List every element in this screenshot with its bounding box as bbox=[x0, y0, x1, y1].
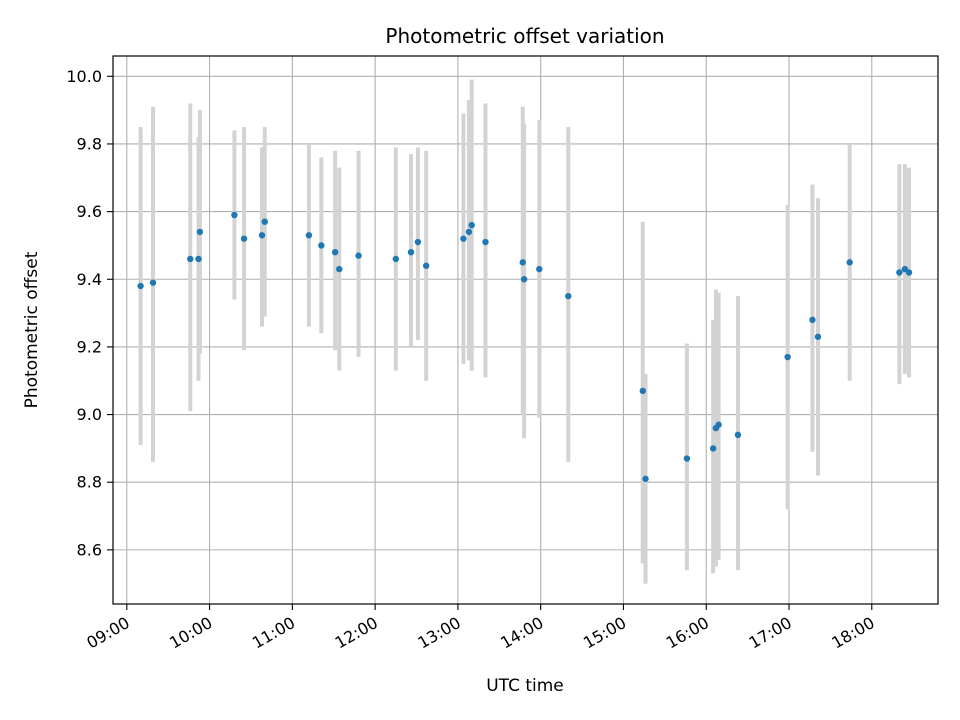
data-point bbox=[261, 218, 268, 225]
y-tick-label: 8.6 bbox=[77, 540, 102, 559]
y-axis-ticks: 8.6 8.8 9.0 9.2 9.4 9.6 9.8 10.0 bbox=[66, 67, 113, 559]
data-point bbox=[392, 255, 400, 263]
data-point bbox=[187, 255, 194, 263]
data-point bbox=[137, 282, 144, 290]
y-tick-label: 9.2 bbox=[77, 337, 102, 356]
data-point bbox=[355, 252, 362, 259]
data-point bbox=[846, 259, 853, 266]
data-point bbox=[709, 445, 717, 452]
data-point bbox=[305, 232, 313, 239]
data-point bbox=[460, 235, 467, 242]
data-point bbox=[814, 333, 822, 340]
data-point bbox=[422, 262, 430, 269]
x-axis-label: UTC time bbox=[486, 676, 564, 696]
y-tick-label: 9.6 bbox=[77, 202, 102, 221]
data-point bbox=[258, 232, 266, 239]
data-point bbox=[465, 228, 473, 236]
data-point bbox=[642, 475, 649, 483]
data-point bbox=[520, 276, 528, 283]
data-point bbox=[715, 421, 722, 428]
data-point bbox=[414, 238, 422, 246]
data-point bbox=[536, 265, 543, 273]
y-tick-label: 8.8 bbox=[77, 473, 102, 492]
data-point bbox=[482, 238, 489, 246]
data-point bbox=[336, 265, 343, 273]
data-point bbox=[231, 211, 238, 219]
y-tick-label: 10.0 bbox=[66, 67, 102, 86]
data-point bbox=[519, 259, 526, 266]
data-point bbox=[565, 292, 572, 300]
data-point bbox=[196, 228, 204, 236]
y-tick-label: 9.0 bbox=[77, 405, 102, 424]
data-point bbox=[639, 387, 646, 395]
chart-title: Photometric offset variation bbox=[385, 24, 664, 48]
data-point bbox=[331, 248, 339, 256]
data-point bbox=[896, 269, 903, 276]
data-point bbox=[149, 279, 157, 286]
data-points bbox=[137, 211, 913, 483]
data-point bbox=[734, 431, 742, 439]
data-point bbox=[468, 221, 475, 229]
data-point bbox=[809, 316, 816, 324]
data-point bbox=[784, 353, 791, 361]
data-point bbox=[318, 242, 325, 249]
y-tick-label: 9.4 bbox=[77, 270, 102, 289]
y-axis-label: Photometric offset bbox=[22, 251, 42, 408]
data-point bbox=[195, 255, 202, 263]
data-point bbox=[905, 269, 913, 276]
y-tick-label: 9.8 bbox=[77, 134, 102, 153]
data-point bbox=[407, 248, 415, 256]
plot-area-frame bbox=[112, 55, 939, 605]
data-point bbox=[240, 235, 248, 242]
data-point bbox=[683, 455, 691, 462]
